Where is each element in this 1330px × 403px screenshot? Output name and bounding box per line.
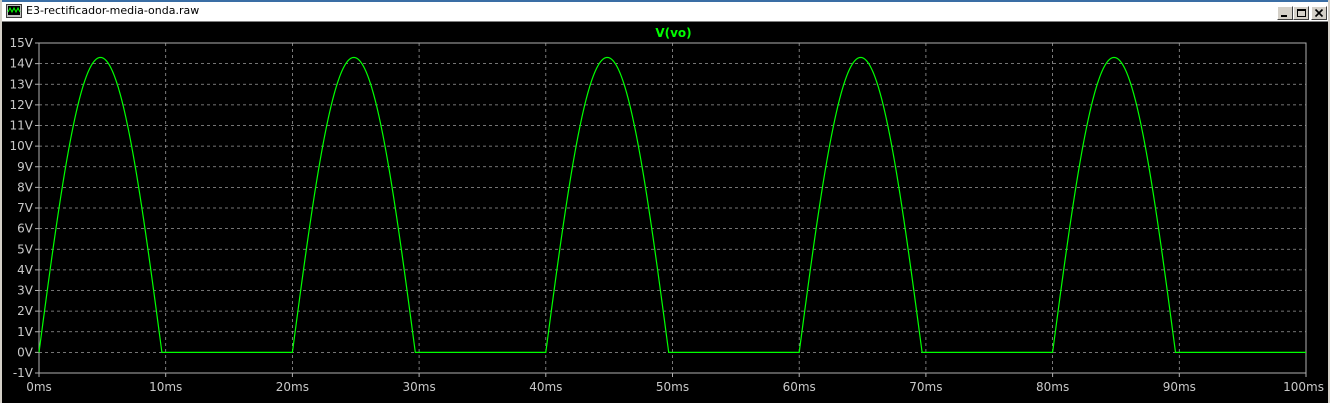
y-tick-label: 6V [17,222,34,236]
y-tick-label: 2V [17,304,34,318]
y-tick-label: 11V [10,119,34,133]
y-tick-label: 8V [17,180,34,194]
y-tick-label: 1V [17,325,34,339]
trace-v-vo[interactable] [38,56,1306,353]
plot-pane[interactable]: 15V 14V 13V 12V 11V 10V 9V 8V 7V 6V 5V 4V 3V 2V 1V 0V -1… [2,22,1328,403]
y-tick-label: -1V [13,366,34,380]
x-tick-label: 100ms [1283,380,1324,394]
y-tick-label: 13V [10,77,34,91]
y-tick-label: 3V [17,284,34,298]
y-tick-label: 4V [17,263,34,277]
x-tick-label: 10ms [149,380,182,394]
trace-label[interactable]: V(vo) [655,26,691,40]
maximize-button[interactable] [1293,6,1309,20]
minimize-icon [1281,15,1287,17]
x-tick-label: 50ms [656,380,689,394]
close-button[interactable] [1311,6,1327,20]
y-tick-label: 12V [10,98,34,112]
waveform-plot[interactable]: 15V 14V 13V 12V 11V 10V 9V 8V 7V 6V 5V 4V 3V 2V 1V 0V -1… [2,22,1328,403]
x-tick-label: 60ms [783,380,816,394]
window-title: E3-rectificador-media-onda.raw [26,4,200,17]
close-icon [1314,8,1324,18]
y-tick-label: 14V [10,57,34,71]
plot-grid [39,43,1306,373]
x-tick-label: 30ms [402,380,435,394]
x-tick-label: 20ms [276,380,309,394]
x-axis-ticks: 0ms 10ms 20ms 30ms 40ms 50ms 60ms 70ms 80ms 90ms 1… [26,373,1324,394]
y-tick-label: 0V [17,345,34,359]
x-tick-label: 80ms [1036,380,1069,394]
x-tick-label: 70ms [909,380,942,394]
y-tick-label: 10V [10,139,34,153]
maximize-icon [1297,9,1306,17]
x-tick-label: 40ms [529,380,562,394]
title-bar[interactable]: E3-rectificador-media-onda.raw [2,0,1328,22]
minimize-button[interactable] [1277,6,1293,20]
y-axis-ticks: 15V 14V 13V 12V 11V 10V 9V 8V 7V 6V 5V 4V 3V 2V 1V 0V -1… [10,36,39,380]
waveform-viewer-icon [6,4,22,18]
x-tick-label: 0ms [26,380,52,394]
y-tick-label: 15V [10,36,34,50]
y-tick-label: 9V [17,160,34,174]
title-bar-accent [2,0,1328,2]
x-tick-label: 90ms [1163,380,1196,394]
y-tick-label: 5V [17,242,34,256]
y-tick-label: 7V [17,201,34,215]
